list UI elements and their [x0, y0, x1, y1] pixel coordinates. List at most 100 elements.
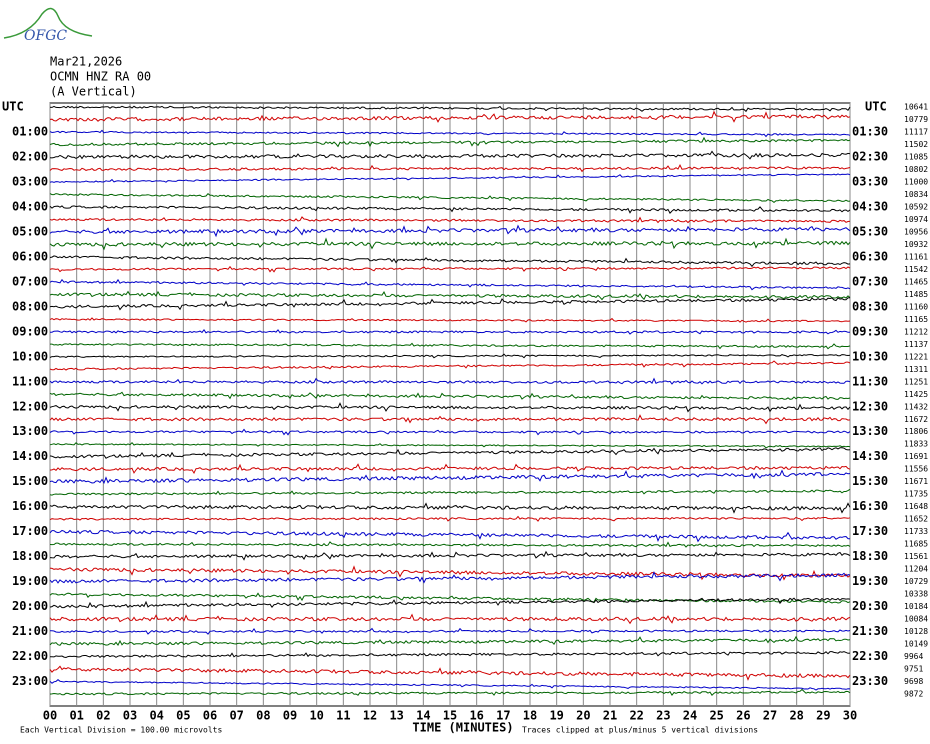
trace-count: 10084: [904, 615, 928, 624]
x-tick-label: 04: [149, 709, 163, 723]
x-tick-label: 08: [256, 709, 270, 723]
trace-count: 11117: [904, 127, 928, 136]
trace: [49, 679, 851, 691]
component: (A Vertical): [50, 85, 137, 99]
trace: [49, 414, 851, 425]
trace: [49, 110, 851, 123]
trace: [49, 447, 851, 459]
trace: [49, 613, 851, 625]
left-hour-label: 01:00: [12, 124, 48, 138]
trace-count: 9698: [904, 677, 923, 686]
x-tick-label: 03: [123, 709, 137, 723]
right-hour-label: 02:30: [852, 149, 888, 163]
trace: [49, 105, 851, 113]
trace: [49, 205, 851, 214]
x-tick-label: 24: [683, 709, 697, 723]
trace: [49, 360, 851, 371]
trace-count: 11671: [904, 477, 928, 486]
x-tick-label: 23: [656, 709, 670, 723]
trace: [49, 377, 851, 385]
logo: OFGC: [3, 7, 93, 44]
trace-count: 10974: [904, 215, 928, 224]
right-hour-label: 19:30: [852, 574, 888, 588]
trace: [49, 136, 851, 148]
trace: [49, 571, 851, 584]
right-axis-title: UTC: [865, 100, 887, 114]
left-hour-label: 02:00: [12, 149, 48, 163]
trace: [49, 469, 851, 485]
right-hour-label: 04:30: [852, 199, 888, 213]
trace-count: 11212: [904, 327, 928, 336]
trace-count: 11165: [904, 315, 928, 324]
left-hour-label: 04:00: [12, 199, 48, 213]
right-hour-label: 09:30: [852, 324, 888, 338]
scale-note: Each Vertical Division = 100.00 microvol…: [20, 726, 222, 735]
trace-count: 11311: [904, 365, 928, 374]
right-hour-label: 12:30: [852, 399, 888, 413]
trace-count: 11137: [904, 340, 928, 349]
right-hour-label: 14:30: [852, 449, 888, 463]
right-hour-label: 01:30: [852, 124, 888, 138]
x-tick-label: 17: [496, 709, 510, 723]
left-hour-label: 05:00: [12, 224, 48, 238]
trace-count: 11561: [904, 552, 928, 561]
trace: [49, 665, 851, 681]
left-hour-label: 12:00: [12, 399, 48, 413]
trace: [49, 502, 851, 514]
logo-text: OFGC: [24, 28, 67, 44]
trace: [49, 428, 851, 436]
trace-count: 10956: [904, 227, 928, 236]
trace: [49, 441, 851, 449]
trace: [49, 317, 851, 323]
trace-count: 11432: [904, 402, 928, 411]
x-tick-label: 20: [576, 709, 590, 723]
trace-count: 11833: [904, 440, 928, 449]
right-hour-label: 20:30: [852, 599, 888, 613]
trace: [49, 529, 851, 543]
trace-count: 11691: [904, 452, 928, 461]
right-hour-label: 21:30: [852, 624, 888, 638]
right-hour-label: 17:30: [852, 524, 888, 538]
trace-count: 11685: [904, 540, 928, 549]
x-tick-label: 13: [389, 709, 403, 723]
trace-count: 10834: [904, 190, 928, 199]
trace-count: 11733: [904, 527, 928, 536]
trace-count: 11251: [904, 377, 928, 386]
trace-count: 11221: [904, 352, 928, 361]
right-hour-label: 15:30: [852, 474, 888, 488]
date: Mar21,2026: [50, 55, 122, 69]
x-tick-label: 30: [843, 709, 857, 723]
trace: [49, 278, 851, 291]
trace: [49, 353, 851, 359]
left-hour-label: 20:00: [12, 599, 48, 613]
trace: [49, 541, 851, 548]
trace-count: 10128: [904, 627, 928, 636]
x-tick-label: 11: [336, 709, 350, 723]
right-hour-label: 23:30: [852, 674, 888, 688]
trace: [49, 627, 851, 635]
x-tick-label: 26: [736, 709, 750, 723]
trace: [49, 597, 851, 609]
left-hour-label: 08:00: [12, 299, 48, 313]
right-hour-label: 06:30: [852, 249, 888, 263]
x-tick-label: 06: [203, 709, 217, 723]
trace: [49, 150, 851, 160]
x-tick-label: 22: [629, 709, 643, 723]
x-tick-label: 07: [229, 709, 243, 723]
trace-count: 11648: [904, 502, 928, 511]
x-tick-label: 16: [469, 709, 483, 723]
trace-count: 10149: [904, 640, 928, 649]
left-hour-label: 17:00: [12, 524, 48, 538]
trace-count: 10641: [904, 103, 928, 112]
trace-count: 10729: [904, 577, 928, 586]
trace-count: 9751: [904, 665, 923, 674]
trace-count: 11652: [904, 515, 928, 524]
left-hour-label: 13:00: [12, 424, 48, 438]
x-tick-label: 19: [549, 709, 563, 723]
trace: [49, 391, 851, 400]
left-hour-label: 23:00: [12, 674, 48, 688]
trace-count: 11425: [904, 390, 928, 399]
left-hour-label: 14:00: [12, 449, 48, 463]
trace: [49, 550, 851, 561]
